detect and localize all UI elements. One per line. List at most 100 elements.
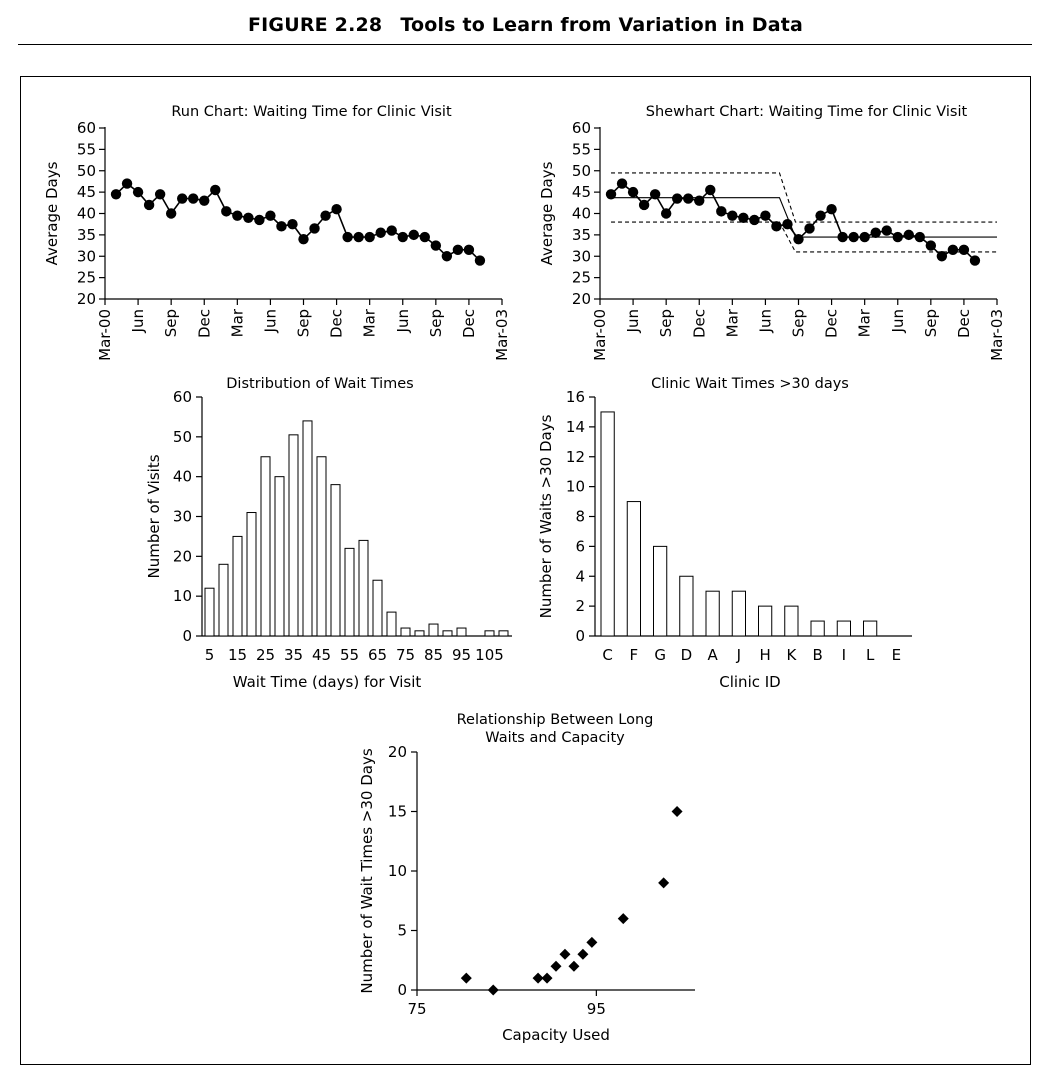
y-tick-label: 60	[572, 119, 591, 137]
data-point	[705, 184, 716, 196]
x-axis-label: Clinic ID	[719, 673, 780, 691]
title-rule	[18, 44, 1032, 45]
chart-title: Run Chart: Waiting Time for Clinic Visit	[171, 104, 452, 120]
data-point	[826, 204, 837, 215]
x-tick-label: 25	[256, 646, 275, 664]
histogram-bar	[316, 456, 327, 637]
data-point	[353, 231, 364, 243]
clinic-bar	[600, 411, 615, 637]
x-tick-label: Sep	[162, 309, 180, 337]
y-tick-label: 4	[575, 567, 585, 585]
scatter-point	[541, 972, 553, 984]
y-tick-label: 40	[572, 205, 591, 223]
histogram-bar	[218, 563, 229, 637]
histogram-bar	[358, 539, 369, 637]
data-point	[749, 214, 760, 226]
clinic-bar	[836, 620, 851, 637]
y-tick-label: 6	[575, 537, 585, 555]
data-point	[232, 210, 243, 221]
x-tick-label: 105	[475, 646, 504, 664]
data-point	[176, 193, 188, 204]
data-point	[925, 240, 937, 251]
histogram-bar	[498, 630, 509, 637]
x-tick-label: Sep	[790, 309, 808, 337]
scatter-point	[568, 960, 580, 972]
x-tick-label: Jun	[261, 309, 279, 333]
chart-title: Distribution of Wait Times	[226, 376, 413, 392]
y-tick-label: 12	[566, 448, 585, 466]
y-tick-label: 0	[397, 981, 407, 999]
x-tick-label: Dec	[823, 309, 841, 338]
data-point	[859, 231, 870, 243]
y-tick-label: 55	[77, 140, 96, 158]
histogram-bar	[274, 476, 285, 637]
data-point	[683, 193, 694, 204]
data-point	[738, 212, 749, 223]
y-tick-label: 20	[388, 743, 407, 761]
x-tick-label: Mar-00	[96, 309, 114, 361]
y-tick-label: 50	[572, 162, 591, 180]
x-tick-label: B	[812, 646, 822, 664]
y-axis-label: Average Days	[538, 161, 556, 265]
x-tick-label: Jun	[624, 309, 642, 333]
histogram-bar	[344, 547, 355, 637]
y-tick-label: 60	[77, 119, 96, 137]
series-line	[610, 182, 976, 262]
data-point	[605, 189, 617, 200]
x-tick-label: 95	[587, 1000, 606, 1018]
x-tick-label: Mar-03	[988, 309, 1006, 361]
histogram-bar	[288, 434, 299, 637]
x-tick-label: Mar	[361, 308, 379, 337]
data-point	[815, 210, 826, 221]
y-tick-label: 5	[397, 922, 407, 940]
y-tick-label: 35	[572, 226, 591, 244]
histogram-bar	[400, 627, 411, 637]
data-point	[892, 231, 903, 243]
x-tick-label: G	[654, 646, 666, 664]
x-tick-label: Mar-03	[493, 309, 511, 361]
y-tick-label: 15	[388, 803, 407, 821]
histogram-bar	[204, 587, 215, 637]
data-point	[716, 206, 727, 217]
data-point	[881, 225, 892, 236]
data-point	[694, 195, 705, 206]
histogram-bar	[442, 630, 453, 637]
data-point	[914, 231, 926, 243]
data-point	[649, 189, 661, 200]
data-point	[616, 178, 628, 189]
data-point	[837, 231, 848, 243]
data-point	[199, 195, 210, 206]
data-point	[254, 214, 265, 226]
data-point	[771, 221, 782, 232]
y-tick-label: 30	[572, 247, 591, 265]
y-tick-label: 40	[77, 205, 96, 223]
y-tick-label: 10	[173, 587, 192, 605]
y-tick-label: 60	[173, 388, 192, 406]
y-tick-label: 2	[575, 597, 585, 615]
y-tick-label: 45	[572, 183, 591, 201]
data-point	[627, 186, 639, 198]
data-point	[903, 229, 914, 241]
clinic-bar	[679, 575, 694, 637]
figure-label: FIGURE 2.28	[247, 14, 383, 36]
y-tick-label: 40	[173, 468, 192, 486]
clinic-bar	[810, 620, 825, 637]
scatter-point	[487, 984, 499, 996]
histogram-bar	[456, 627, 467, 637]
data-point	[727, 210, 738, 221]
x-tick-label: H	[759, 646, 770, 664]
data-point	[870, 227, 881, 238]
y-tick-label: 16	[566, 388, 585, 406]
data-point	[782, 218, 793, 230]
clinic-bar-chart: Clinic Wait Times >30 days 0 2 4 6 8 10 12 14 16 C…	[537, 376, 912, 691]
lcl-line	[611, 221, 997, 253]
data-point	[452, 244, 464, 256]
histogram-bar	[330, 484, 341, 637]
x-tick-label: 95	[452, 646, 471, 664]
scatter-point	[671, 806, 683, 817]
y-tick-label: 35	[77, 226, 96, 244]
chart-title-line: Waits and Capacity	[485, 730, 625, 746]
data-point	[474, 255, 486, 266]
y-tick-label: 25	[77, 269, 96, 287]
